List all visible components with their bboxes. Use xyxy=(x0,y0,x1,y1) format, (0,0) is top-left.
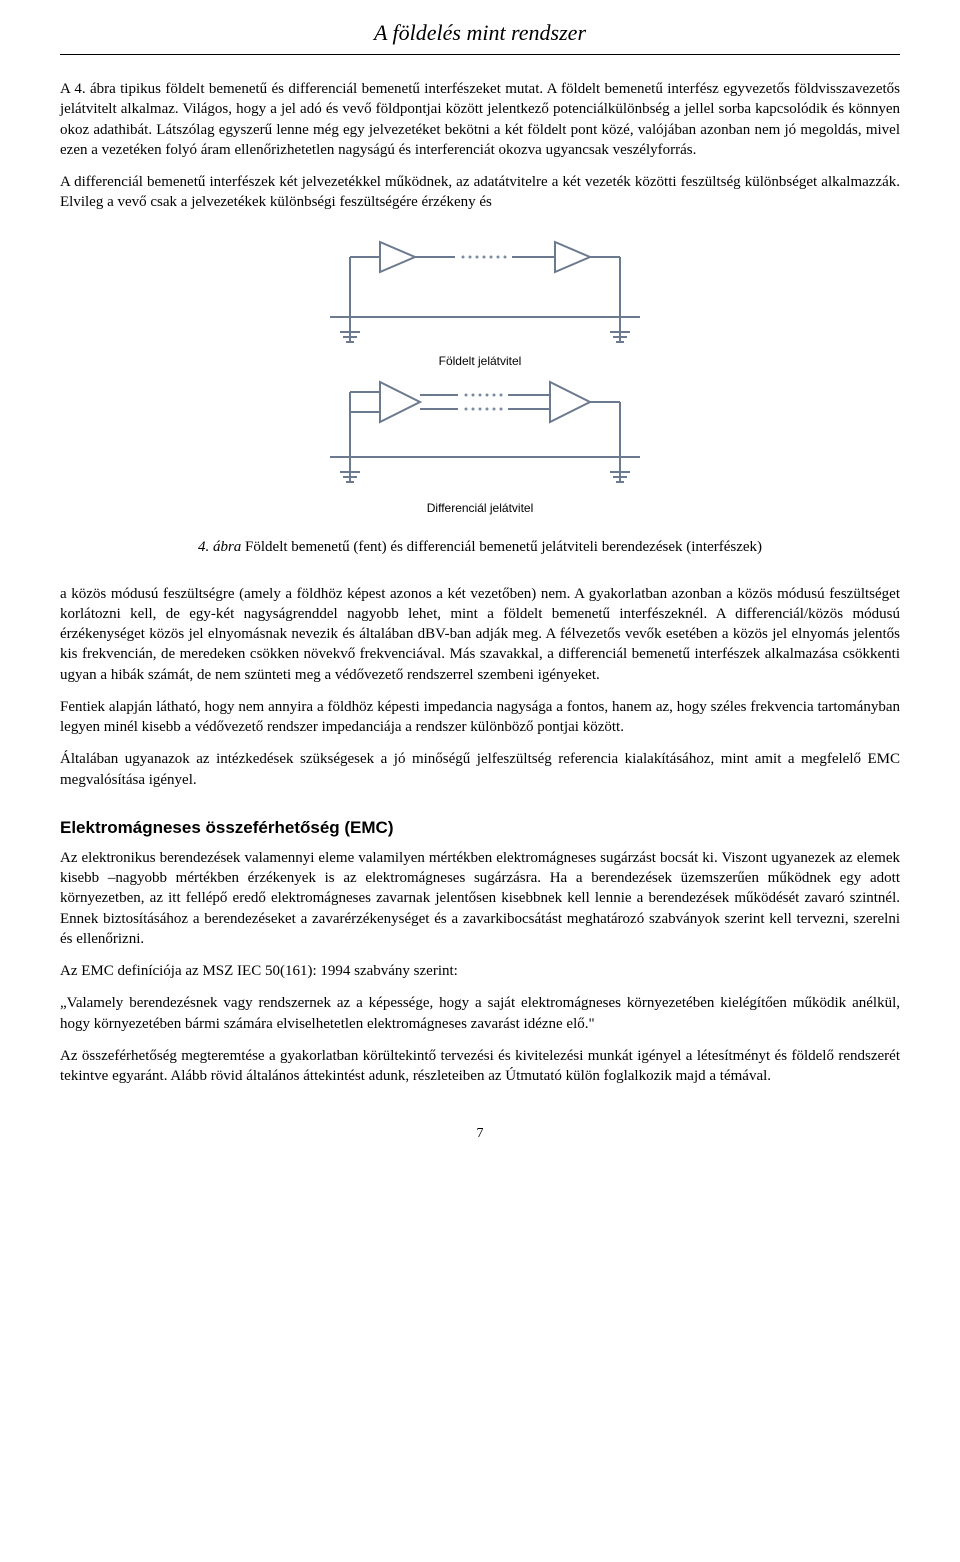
page-number: 7 xyxy=(60,1126,900,1142)
paragraph-5: Általában ugyanazok az intézkedések szük… xyxy=(60,749,900,790)
figure-4: Földelt jelátvitel xyxy=(60,237,900,527)
header-title: A földelés mint rendszer xyxy=(374,20,586,45)
paragraph-6: Az elektronikus berendezések valamennyi … xyxy=(60,848,900,949)
circuit-diagram: Földelt jelátvitel xyxy=(280,237,680,527)
figure-label-bottom: Differenciál jelátvitel xyxy=(427,501,534,515)
paragraph-2: A differenciál bemenetű interfészek két … xyxy=(60,172,900,213)
paragraph-1: A 4. ábra tipikus földelt bemenetű és di… xyxy=(60,79,900,160)
paragraph-9: Az összeférhetőség megteremtése a gyakor… xyxy=(60,1046,900,1087)
figure-caption: 4. ábra Földelt bemenetű (fent) és diffe… xyxy=(60,539,900,556)
grounded-circuit xyxy=(330,242,640,342)
page-header: A földelés mint rendszer xyxy=(60,20,900,55)
paragraph-8: „Valamely berendezésnek vagy rendszernek… xyxy=(60,993,900,1034)
paragraph-7: Az EMC definíciója az MSZ IEC 50(161): 1… xyxy=(60,961,900,981)
emc-heading: Elektromágneses összeférhetőség (EMC) xyxy=(60,818,900,838)
paragraph-3: a közös módusú feszültségre (amely a föl… xyxy=(60,584,900,685)
figure-label-top: Földelt jelátvitel xyxy=(439,354,522,368)
differential-circuit xyxy=(330,382,640,482)
paragraph-4: Fentiek alapján látható, hogy nem annyir… xyxy=(60,697,900,738)
figure-number: 4. ábra xyxy=(198,539,241,555)
figure-caption-text: Földelt bemenetű (fent) és differenciál … xyxy=(241,539,762,555)
